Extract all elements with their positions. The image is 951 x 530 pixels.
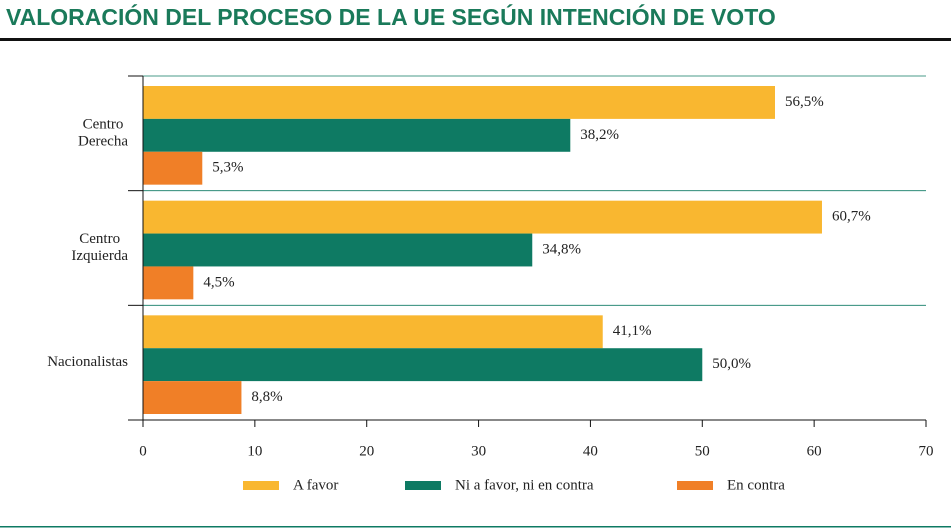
legend-label: En contra: [727, 477, 785, 493]
value-label: 50,0%: [712, 356, 751, 372]
bottom-rule: [0, 526, 951, 528]
value-label: 8,8%: [251, 389, 282, 405]
value-label: 56,5%: [785, 94, 824, 110]
x-tick-label: 30: [471, 443, 486, 459]
bar: [143, 118, 571, 152]
value-label: 34,8%: [542, 241, 581, 257]
category-label: Centro: [83, 116, 124, 132]
value-label: 60,7%: [832, 209, 871, 225]
legend-swatch: [405, 481, 441, 490]
category-label: Centro: [79, 231, 120, 247]
x-tick-label: 10: [247, 443, 262, 459]
bar: [143, 266, 194, 300]
bar: [143, 200, 822, 234]
bar: [143, 381, 242, 414]
x-tick-label: 0: [139, 443, 147, 459]
x-tick-label: 50: [695, 443, 710, 459]
x-tick-label: 20: [359, 443, 374, 459]
bar: [143, 233, 533, 267]
category-label: Derecha: [78, 133, 128, 149]
category-label: Nacionalistas: [47, 354, 128, 370]
bar: [143, 315, 603, 349]
bar: [143, 151, 203, 185]
x-tick-label: 70: [919, 443, 934, 459]
legend-label: A favor: [293, 477, 338, 493]
value-label: 38,2%: [580, 127, 619, 143]
x-tick-label: 60: [807, 443, 822, 459]
x-tick-label: 40: [583, 443, 598, 459]
value-label: 41,1%: [613, 323, 652, 339]
bar: [143, 86, 775, 119]
legend-label: Ni a favor, ni en contra: [455, 477, 594, 493]
value-label: 5,3%: [212, 160, 243, 176]
legend-swatch: [677, 481, 713, 490]
title-rule: [0, 38, 951, 41]
legend-swatch: [243, 481, 279, 490]
bar: [143, 348, 703, 382]
value-label: 4,5%: [203, 274, 234, 290]
category-label: Izquierda: [71, 248, 128, 264]
chart-title: VALORACIÓN DEL PROCESO DE LA UE SEGÚN IN…: [6, 3, 776, 30]
